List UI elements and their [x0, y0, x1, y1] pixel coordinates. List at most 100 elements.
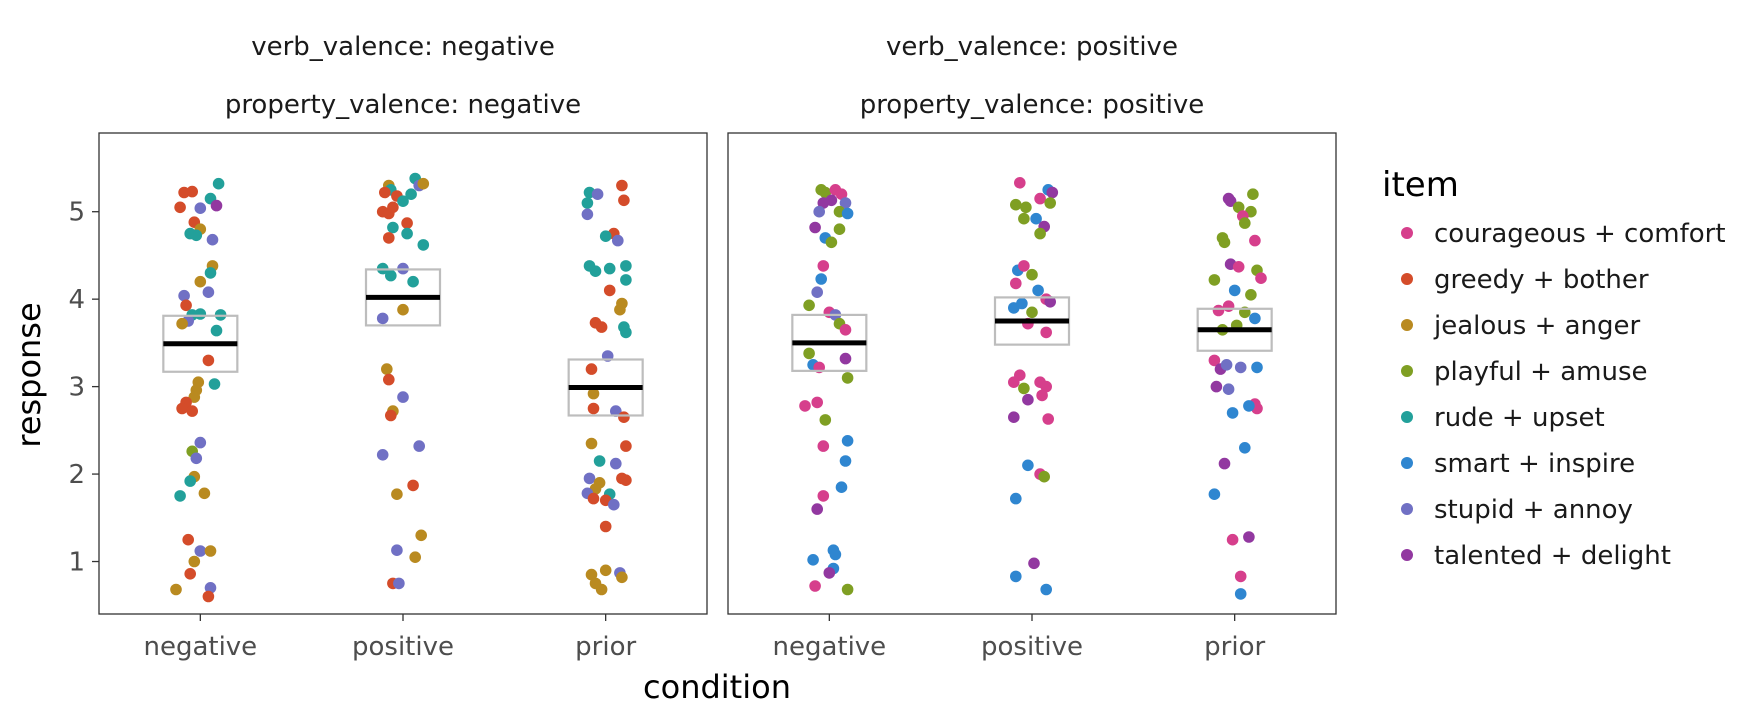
data-point [174, 490, 186, 502]
data-point [841, 583, 854, 596]
data-point [204, 545, 217, 557]
data-point [811, 503, 823, 515]
data-point [401, 217, 413, 229]
data-point [1034, 227, 1046, 240]
data-point [616, 571, 628, 584]
data-point [829, 548, 842, 561]
data-point [206, 233, 219, 246]
data-point [1040, 583, 1052, 596]
data-point [1040, 326, 1052, 339]
data-point [212, 177, 225, 190]
data-point [811, 286, 823, 299]
data-point [618, 194, 630, 207]
data-point [614, 303, 626, 316]
data-point [383, 373, 395, 386]
data-point [616, 179, 628, 192]
data-point [182, 533, 194, 546]
data-point [595, 583, 608, 596]
data-point [1218, 236, 1231, 249]
data-point [208, 378, 221, 390]
legend-title: item [1382, 165, 1459, 205]
panel-1: verb_valence: negative property_valence: … [68, 32, 708, 662]
data-point [198, 487, 211, 500]
data-point [589, 265, 602, 278]
data-point [383, 232, 395, 244]
strip-label: property_valence: negative [225, 90, 581, 120]
legend-label: playful + amuse [1434, 357, 1648, 387]
data-point [202, 354, 215, 367]
data-point [186, 185, 198, 198]
data-point [620, 274, 632, 286]
data-point [170, 583, 182, 596]
data-point [385, 409, 397, 422]
data-point [841, 207, 854, 220]
data-point [1040, 380, 1052, 393]
data-point [585, 363, 598, 375]
data-point [391, 544, 403, 556]
data-point [190, 452, 203, 465]
data-point [194, 545, 207, 557]
data-point [799, 400, 811, 412]
x-axis-title: condition [643, 668, 791, 706]
panels: verb_valence: negative property_valence: … [68, 32, 1337, 662]
data-point [809, 580, 821, 592]
data-point [599, 230, 612, 242]
data-point [385, 269, 397, 282]
data-point [610, 405, 622, 417]
data-point [1208, 488, 1221, 501]
data-point [1008, 376, 1020, 389]
data-point [1208, 354, 1221, 367]
x-tick-label: negative [143, 632, 257, 662]
data-point [381, 363, 393, 375]
data-point [835, 188, 848, 200]
legend-item: playful + amuse [1401, 357, 1648, 387]
data-point [815, 273, 827, 285]
data-point [405, 188, 417, 200]
data-point [620, 440, 632, 452]
data-point [194, 202, 207, 214]
data-point [612, 234, 624, 247]
data-point [1218, 457, 1231, 470]
data-point [610, 457, 622, 470]
legend-swatch [1401, 319, 1413, 331]
strip-label: verb_valence: positive [886, 32, 1178, 62]
data-point [1018, 260, 1030, 272]
data-point [210, 199, 223, 212]
data-point [1018, 382, 1030, 395]
legend-swatch [1401, 549, 1413, 561]
data-point [417, 239, 430, 251]
legend-swatch [1401, 411, 1413, 423]
data-point [835, 481, 848, 494]
legend-label: stupid + annoy [1434, 495, 1633, 525]
data-point [599, 520, 612, 533]
data-point [415, 529, 428, 542]
data-point [825, 194, 838, 207]
data-point [819, 186, 832, 199]
data-point [1028, 557, 1040, 570]
data-point [1226, 407, 1239, 419]
x-tick-label: prior [1204, 632, 1265, 662]
data-point [839, 324, 852, 336]
data-point [1010, 277, 1022, 290]
data-point [176, 317, 188, 330]
data-point [376, 449, 389, 461]
legend-item: courageous + comfort [1401, 219, 1726, 249]
data-point [616, 472, 628, 485]
legend-item: stupid + annoy [1401, 495, 1633, 525]
data-point [1222, 383, 1235, 396]
data-point [210, 324, 223, 337]
data-point [1042, 413, 1054, 425]
data-point [817, 260, 830, 272]
data-point [825, 236, 838, 249]
data-point [1026, 268, 1038, 281]
data-point [202, 286, 215, 299]
data-point [813, 205, 825, 218]
data-point [1046, 186, 1059, 199]
data-point [585, 568, 598, 581]
data-point [1022, 459, 1034, 472]
data-point [807, 554, 819, 566]
panel-2: verb_valence: positive property_valence: … [727, 32, 1337, 662]
data-point [204, 582, 217, 594]
strip-label: verb_valence: negative [251, 32, 555, 62]
